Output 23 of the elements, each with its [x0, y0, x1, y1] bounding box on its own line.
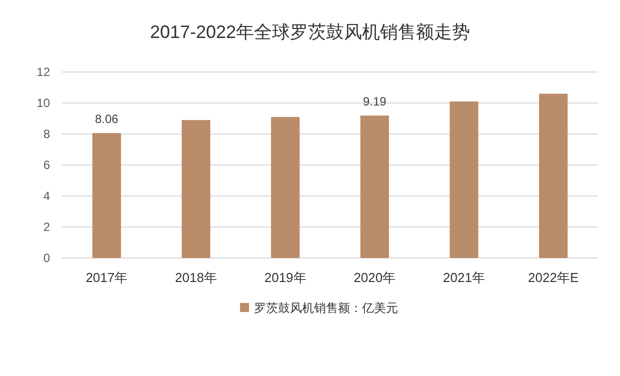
y-tick-label: 6 [43, 158, 50, 172]
bar [539, 94, 568, 258]
bar [92, 133, 121, 258]
bar [271, 116, 300, 258]
bar [360, 116, 389, 258]
x-tick-label: 2019年 [264, 270, 306, 285]
x-tick-label: 2020年 [354, 270, 396, 285]
y-tick-label: 8 [43, 127, 50, 141]
y-tick-label: 0 [43, 251, 50, 265]
bar [182, 120, 210, 258]
x-tick-label: 2017年 [86, 270, 128, 285]
y-tick-label: 2 [43, 220, 50, 234]
y-tick-label: 4 [43, 189, 50, 203]
x-tick-label: 2021年 [443, 270, 485, 285]
chart-title: 2017-2022年全球罗茨鼓风机销售额走势 [150, 22, 470, 42]
y-tick-label: 10 [36, 96, 50, 110]
x-tick-label: 2022年E [528, 270, 579, 285]
data-label: 9.19 [362, 94, 387, 109]
data-label: 8.06 [94, 112, 119, 126]
y-tick-label: 12 [36, 65, 50, 79]
x-tick-label: 2018年 [175, 270, 217, 285]
legend-label: 罗茨鼓风机销售额：亿美元 [254, 301, 398, 315]
bar [450, 101, 478, 258]
